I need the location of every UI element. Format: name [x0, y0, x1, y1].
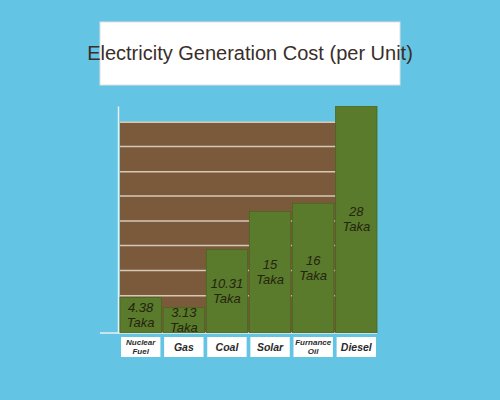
category-box: [121, 337, 160, 357]
grid-line: [120, 195, 363, 197]
data-label: 4.38Taka: [127, 300, 155, 330]
chart-svg: Electricity Generation Cost (per Unit) 4.…: [0, 0, 500, 400]
data-label: 28Taka: [342, 204, 370, 234]
x-axis: NuclearFuel Gas Coal Solar FurnanceOil Diesel: [121, 337, 376, 357]
category-box: [207, 337, 246, 357]
grid-line: [120, 171, 363, 173]
grid-line: [120, 146, 363, 148]
bars: [120, 106, 377, 333]
data-labels: 4.38Taka 3.13Taka 10.31Taka 15Taka 16Taka 28T…: [127, 204, 370, 335]
title: Electricity Generation Cost (per Unit): [87, 42, 413, 64]
x-tick-label: FurnanceOil: [295, 338, 332, 356]
data-label: 10.31Taka: [211, 276, 244, 306]
category-box: [164, 337, 203, 357]
data-label: 16Taka: [299, 253, 327, 283]
data-label: 3.13Taka: [170, 305, 198, 335]
bar: [120, 297, 161, 333]
category-box: [250, 337, 289, 357]
x-tick-label: Diesel: [341, 341, 373, 353]
bar: [206, 249, 247, 333]
chart-container: Electricity Generation Cost (per Unit) 4.…: [0, 0, 500, 400]
data-label: 15Taka: [256, 257, 284, 287]
x-tick-label: Coal: [216, 341, 240, 353]
background: [0, 0, 500, 400]
bar: [249, 211, 290, 333]
y-axis: [118, 107, 120, 334]
category-box: [293, 337, 332, 357]
bar: [336, 106, 377, 333]
y-axis-line: [118, 107, 120, 334]
bar: [292, 203, 333, 333]
x-tick-label: Gas: [174, 341, 194, 353]
category-box: [337, 337, 376, 357]
plot-backdrop: [120, 122, 363, 333]
x-tick-label: Solar: [257, 341, 284, 353]
grid-line: [120, 121, 363, 123]
x-tick-label: NuclearFuel: [126, 338, 156, 356]
